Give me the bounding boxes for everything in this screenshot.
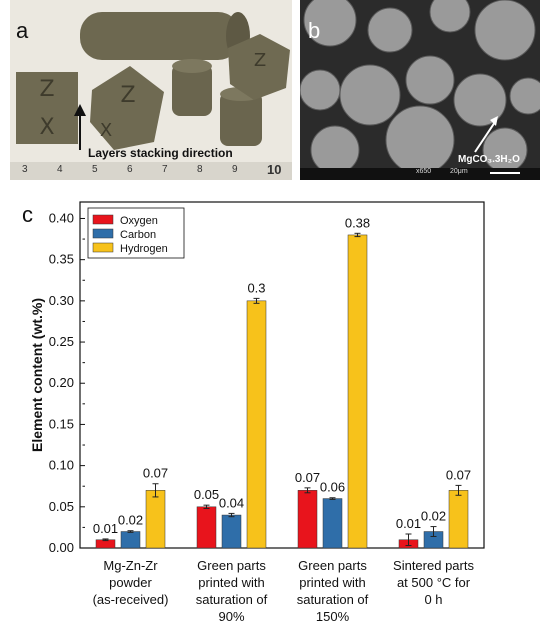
y-tick-label: 0.15: [49, 416, 74, 431]
x-category-label-line: printed with: [198, 575, 264, 590]
x-category-label-line: printed with: [299, 575, 365, 590]
y-tick-label: 0.30: [49, 293, 74, 308]
x-category-label-line: 90%: [218, 609, 244, 624]
x-category-label: Mg-Zn-Zr powder (as-received): [93, 558, 169, 607]
data-label: 0.02: [421, 509, 446, 524]
y-tick-label: 0.00: [49, 540, 74, 555]
y-tick-label: 0.10: [49, 458, 74, 473]
photo-printed-parts: Z X Z X Z Layers stacking direction 3 4 5 6…: [10, 0, 292, 180]
bar-hydrogen: [145, 490, 166, 549]
sem-magnification: x650: [416, 168, 432, 175]
bar-hydrogen: [347, 234, 368, 549]
ruler-number: 8: [197, 164, 203, 175]
svg-text:Z: Z: [254, 50, 266, 71]
x-category-label-line: (as-received): [93, 592, 169, 607]
legend-label-carbon: Carbon: [120, 229, 156, 241]
panel-letter-c: c: [22, 202, 33, 227]
data-label: 0.04: [219, 495, 244, 510]
ruler-number: 10: [267, 162, 282, 177]
ruler-number: 5: [92, 164, 98, 175]
cube-2: [90, 66, 164, 150]
legend-swatch-carbon: [92, 228, 114, 239]
data-label: 0.01: [93, 521, 118, 536]
panel-letter-a: a: [16, 18, 29, 43]
bar-carbon: [221, 514, 242, 549]
ruler-number: 6: [127, 164, 133, 175]
svg-text:Z: Z: [39, 77, 54, 102]
data-label: 0.02: [118, 513, 143, 528]
ruler: [10, 162, 292, 180]
bar-carbon: [322, 498, 343, 549]
cube-1: [16, 72, 78, 144]
ruler-number: 4: [57, 164, 63, 175]
data-label: 0.38: [345, 215, 370, 230]
data-label: 0.01: [396, 516, 421, 531]
data-label: 0.06: [320, 480, 345, 495]
svg-text:X: X: [100, 120, 112, 141]
y-tick-label: 0.05: [49, 499, 74, 514]
x-category-label-line: 0 h: [424, 592, 442, 607]
data-label: 0.05: [194, 487, 219, 502]
bar-oxygen: [297, 490, 318, 549]
x-category-label-line: saturation of: [196, 592, 268, 607]
photo-sem-powder: MgCO₃.3H₂O x650 20μm: [300, 0, 540, 180]
x-category-label-line: Mg-Zn-Zr: [103, 558, 158, 573]
panel-letter-b: b: [308, 18, 321, 43]
svg-text:X: X: [39, 115, 54, 140]
x-category-label-line: Sintered parts: [393, 558, 474, 573]
x-category-label-line: at 500 °C for: [397, 575, 471, 590]
ruler-number: 7: [162, 164, 168, 175]
y-tick-label: 0.20: [49, 375, 74, 390]
legend-swatch-oxygen: [92, 214, 114, 225]
cylinder-rod: [80, 12, 240, 60]
x-category-label: Green parts printed with saturation of 150%: [297, 558, 369, 624]
sem-scale-bar-label: 20μm: [450, 168, 468, 175]
ruler-numbers: 3 4 5 6 7 8 9 10: [10, 162, 292, 178]
svg-text:Z: Z: [120, 83, 135, 108]
ruler-number: 3: [22, 164, 28, 175]
bar-hydrogen: [246, 300, 267, 549]
ruler-number: 9: [232, 164, 238, 175]
plot-frame: [79, 201, 485, 549]
data-label: 0.07: [295, 470, 320, 485]
y-tick-label: 0.25: [49, 334, 74, 349]
x-category-label-line: saturation of: [297, 592, 369, 607]
data-label: 0.07: [143, 466, 168, 481]
x-category-label-line: Green parts: [197, 558, 266, 573]
annotation-mgco3: MgCO₃.3H₂O: [458, 154, 520, 165]
cube-3: [228, 34, 290, 100]
legend-label-hydrogen: Hydrogen: [120, 243, 168, 255]
data-label: 0.07: [446, 467, 471, 482]
y-axis-label: Element content (wt.%): [29, 298, 45, 452]
x-category-label-line: 150%: [316, 609, 350, 624]
bar-carbon: [120, 531, 141, 549]
y-tick-label: 0.40: [49, 210, 74, 225]
cylinder-small-2: [220, 92, 262, 146]
cylinder-small-1: [172, 64, 212, 116]
y-tick-label: 0.35: [49, 252, 74, 267]
bar-hydrogen: [448, 490, 469, 549]
annotation-stacking-direction: Layers stacking direction: [88, 146, 233, 160]
x-category-label-line: Green parts: [298, 558, 367, 573]
bar-oxygen: [196, 506, 217, 549]
x-category-label: Sintered parts at 500 °C for 0 h: [393, 558, 474, 607]
x-category-label: Green parts printed with saturation of 90%: [196, 558, 268, 624]
legend-swatch-hydrogen: [92, 242, 114, 253]
data-label: 0.3: [247, 280, 265, 295]
x-category-label-line: powder: [109, 575, 152, 590]
legend-label-oxygen: Oxygen: [120, 215, 158, 227]
